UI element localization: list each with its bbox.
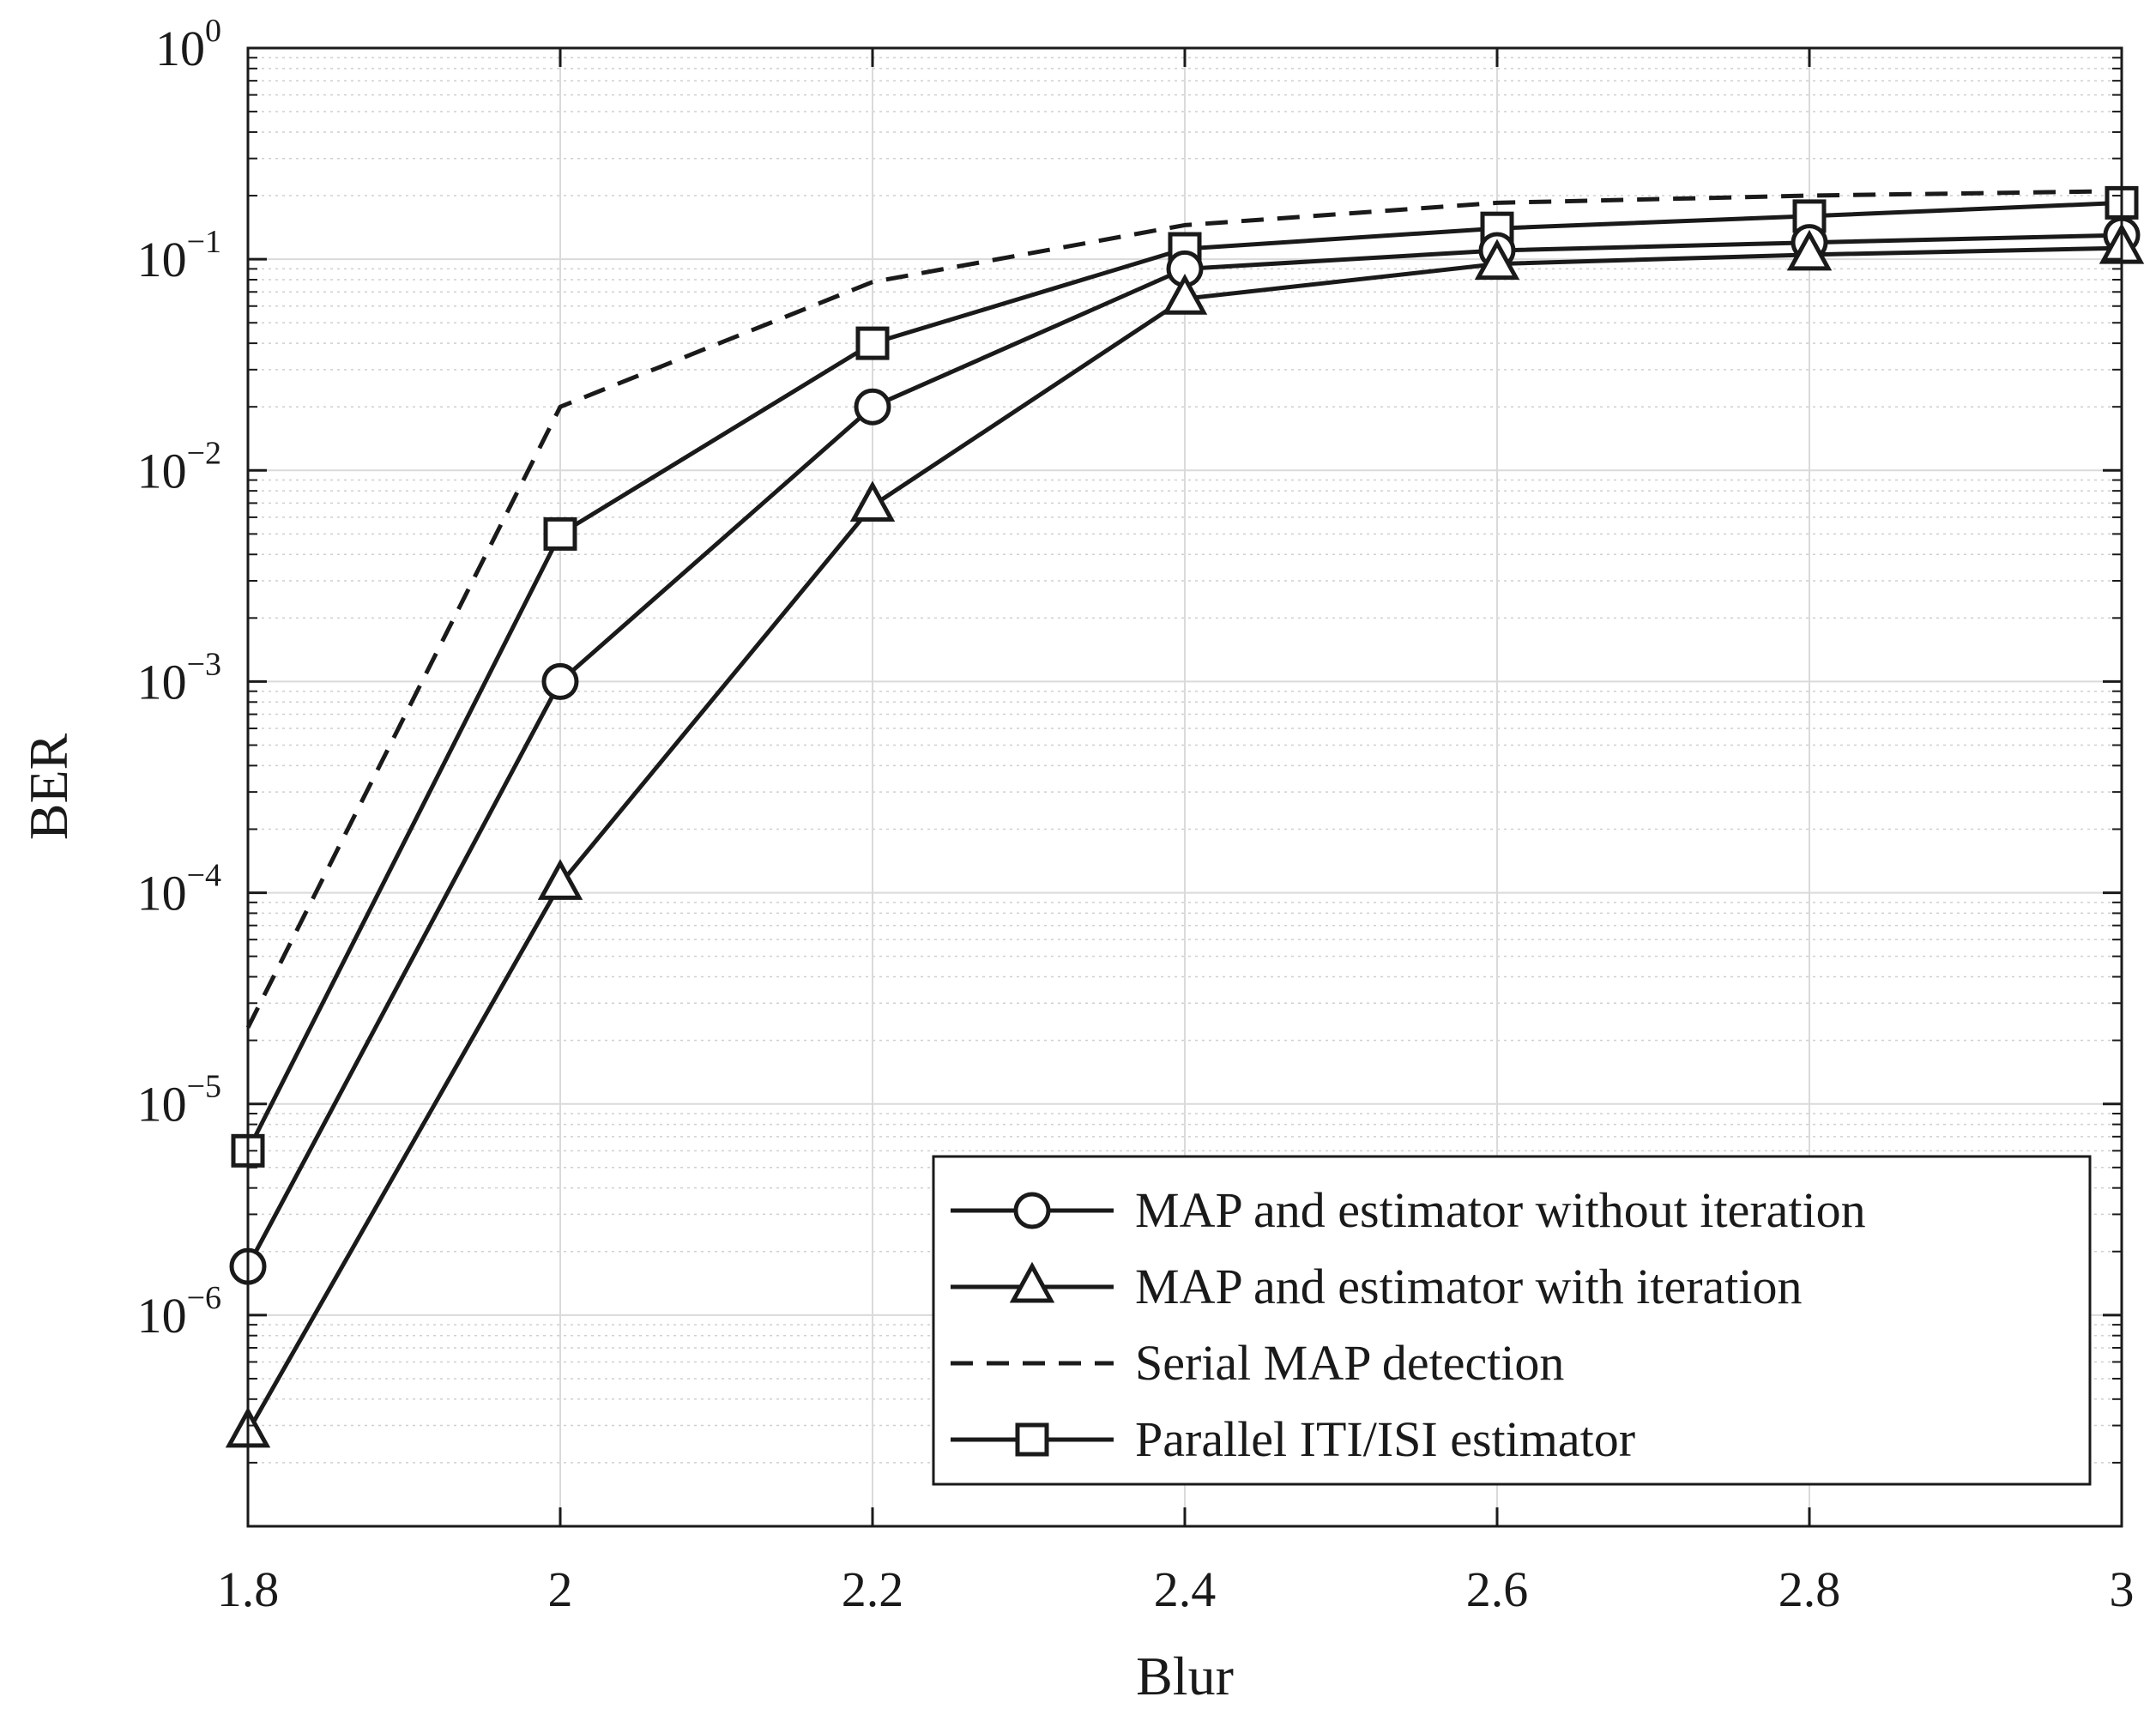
legend-marker-square xyxy=(1015,1422,1049,1457)
legend-marker-circle xyxy=(1013,1192,1051,1229)
y-tick-label: 10−1 xyxy=(137,224,221,287)
y-tick-label: 10−6 xyxy=(137,1280,221,1344)
data-point-triangle xyxy=(1786,229,1833,271)
legend-label-without-iteration: MAP and estimator without iteration xyxy=(1135,1182,1866,1238)
y-tick-label: 10−2 xyxy=(137,435,221,498)
x-tick-label: 2.2 xyxy=(842,1561,904,1617)
x-tick-label: 2.6 xyxy=(1466,1561,1529,1617)
x-tick-label: 2.4 xyxy=(1154,1561,1217,1617)
y-axis-title: BER xyxy=(18,733,79,840)
y-tick-label: 10−5 xyxy=(137,1069,221,1132)
legend: MAP and estimator without iteration MAP … xyxy=(932,1155,2092,1486)
y-tick-label: 10−4 xyxy=(137,858,221,921)
data-point-square xyxy=(855,326,890,360)
legend-box xyxy=(932,1155,2092,1486)
legend-samples xyxy=(951,1192,1114,1457)
data-point-circle xyxy=(541,662,579,700)
series-line-2 xyxy=(245,189,2123,1029)
x-tick-label: 2 xyxy=(548,1561,573,1617)
y-tick-label: 10−3 xyxy=(137,646,221,710)
x-axis-title: Blur xyxy=(1136,1646,1234,1706)
x-tick-label: 1.8 xyxy=(217,1561,280,1617)
data-point-square xyxy=(543,516,577,551)
data-point-circle xyxy=(854,388,891,426)
data-point-square xyxy=(1792,199,1827,233)
axes-frame xyxy=(246,46,2123,1528)
x-tick-label: 3 xyxy=(2110,1561,2135,1617)
y-tick-label: 100 xyxy=(155,13,221,76)
legend-label-with-iteration: MAP and estimator with iteration xyxy=(1135,1259,1803,1314)
legend-label-parallel-estimator: Parallel ITI/ISI estimator xyxy=(1135,1411,1635,1467)
legend-label-serial-map: Serial MAP detection xyxy=(1135,1335,1564,1391)
tick-labels: 100 10−1 10−2 10−3 10−4 10−5 10−6 1.8 2 2.2 2.4 2.6… xyxy=(137,13,2135,1617)
data-point-triangle xyxy=(1474,239,1520,281)
data-point-triangle xyxy=(1162,274,1208,315)
data-point-triangle xyxy=(849,480,896,522)
axes-layer xyxy=(246,46,2123,1528)
legend-marker-triangle xyxy=(1009,1261,1055,1303)
x-tick-label: 2.8 xyxy=(1779,1561,1841,1617)
data-point-triangle xyxy=(537,859,583,900)
